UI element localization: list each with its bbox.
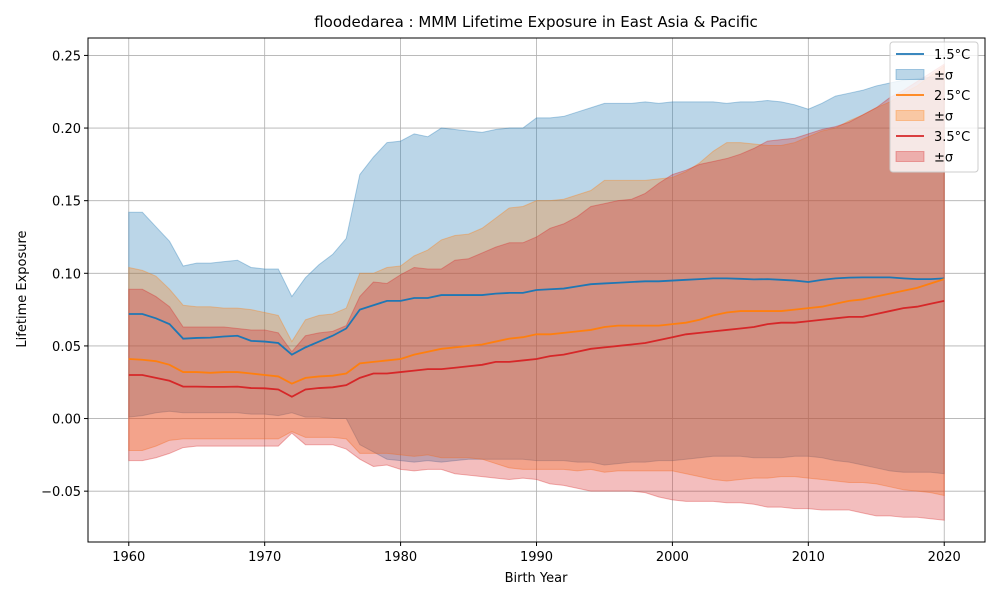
x-tick-label: 2020 <box>928 550 961 565</box>
legend-band-swatch <box>895 110 925 121</box>
legend-series-label: 1.5°C <box>934 48 970 63</box>
y-tick-label: 0.20 <box>52 122 81 137</box>
legend: 1.5°C ±σ 2.5°C ±σ 3.5°C ±σ <box>889 41 979 173</box>
legend-band-label: ±σ <box>934 110 953 125</box>
y-tick-label: 0.15 <box>52 195 81 210</box>
x-tick-label: 2010 <box>792 550 825 565</box>
line-layer <box>128 276 945 398</box>
legend-band-swatch <box>895 151 925 162</box>
x-tick-label: 1960 <box>112 550 145 565</box>
x-tick-label: 1980 <box>384 550 417 565</box>
line-series-2 <box>128 300 945 398</box>
legend-series-label: 2.5°C <box>934 89 970 104</box>
x-axis-label: Birth Year <box>505 571 569 586</box>
line-series-1 <box>128 278 945 385</box>
band-series-0 <box>128 75 945 475</box>
x-tick-label: 2000 <box>656 550 689 565</box>
y-axis-label: Lifetime Exposure <box>15 230 30 347</box>
y-tick-label: 0.05 <box>52 340 81 355</box>
band-layer <box>128 63 945 521</box>
y-tick-label: 0.00 <box>52 413 81 428</box>
grid-layer <box>88 38 985 542</box>
legend-band-label: ±σ <box>934 151 953 166</box>
band-series-2 <box>128 63 945 521</box>
legend-box <box>889 41 979 173</box>
legend-band-label: ±σ <box>934 69 953 84</box>
legend-series-label: 3.5°C <box>934 130 970 145</box>
y-tick-label: 0.25 <box>52 49 81 64</box>
chart-title: floodedarea : MMM Lifetime Exposure in E… <box>314 13 758 31</box>
legend-band-swatch <box>895 69 925 80</box>
x-tick-label: 1990 <box>520 550 553 565</box>
tick-layer: 1960 1970 1980 1990 2000 2010 2020 −0.05 0.00 0.0… <box>41 49 961 565</box>
x-tick-label: 1970 <box>248 550 281 565</box>
y-tick-label: 0.10 <box>52 267 81 282</box>
y-tick-label: −0.05 <box>41 485 81 500</box>
line-series-0 <box>128 276 945 356</box>
